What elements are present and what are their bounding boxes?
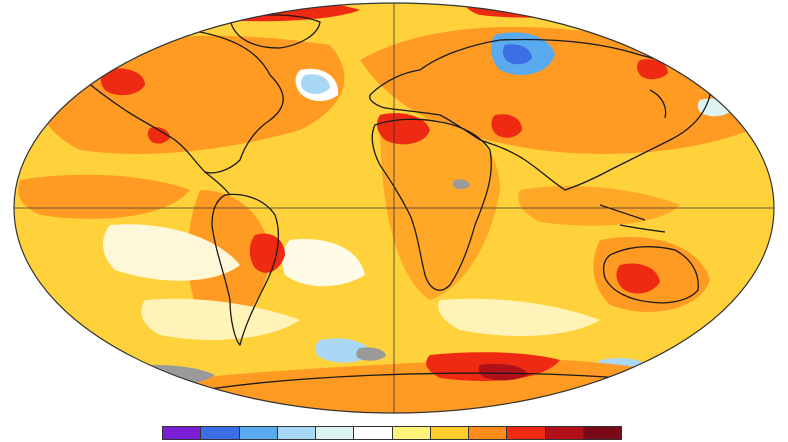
neutral-patch-southern-indian: [438, 298, 600, 336]
color-scale-legend: [162, 426, 622, 440]
hot-anomaly-antarctic-core: [478, 364, 528, 381]
neutral-patch-south-atlantic: [282, 239, 365, 287]
central-america-outline: [204, 171, 231, 196]
legend-swatch-5: [316, 427, 355, 439]
hot-anomaly-north-pacific-east: [147, 127, 170, 144]
hot-anomaly-middle-east: [491, 114, 522, 138]
legend-swatch-3: [239, 427, 278, 439]
neutral-patch-south-pacific: [103, 224, 241, 281]
south-america-outline: [211, 193, 280, 346]
hot-anomaly-south-america: [249, 233, 285, 273]
missing-data-patch-weddell: [356, 347, 386, 361]
hot-anomaly-east-siberia: [637, 59, 668, 80]
indonesia-outline: [599, 204, 666, 233]
japan-outline: [649, 89, 667, 119]
legend-swatch-2: [201, 427, 240, 439]
cool-anomaly-russia-core: [502, 44, 532, 65]
australia-outline: [603, 246, 699, 304]
hot-anomaly-alaska: [100, 68, 145, 96]
legend-swatch-9: [469, 427, 508, 439]
eurasia-outline: [369, 38, 711, 191]
cool-anomaly-north-pacific: [697, 98, 732, 117]
greenland-outline: [229, 14, 321, 49]
legend-swatch-6: [354, 427, 393, 439]
neutral-patch-southern-pacific: [141, 298, 300, 340]
anomaly-zone-africa: [380, 117, 500, 300]
legend-swatch-10: [507, 427, 546, 439]
legend-swatch-1: [163, 427, 202, 439]
north-america-outline: [67, 30, 284, 174]
legend-swatch-11: [545, 427, 584, 439]
legend-swatch-12: [583, 427, 621, 439]
hot-anomaly-australia: [616, 263, 660, 294]
graticule-layer: [14, 3, 774, 413]
legend-swatch-8: [430, 427, 469, 439]
africa-outline: [371, 118, 492, 291]
cool-anomaly-north-atlantic: [301, 74, 330, 94]
legend-swatch-7: [392, 427, 431, 439]
anomaly-zone-indian-ocean: [518, 185, 680, 226]
missing-data-patch-east-africa: [452, 179, 470, 190]
globe-border: [13, 2, 775, 414]
legend-swatch-4: [277, 427, 316, 439]
hot-anomaly-antarctic-far-east: [678, 371, 760, 394]
